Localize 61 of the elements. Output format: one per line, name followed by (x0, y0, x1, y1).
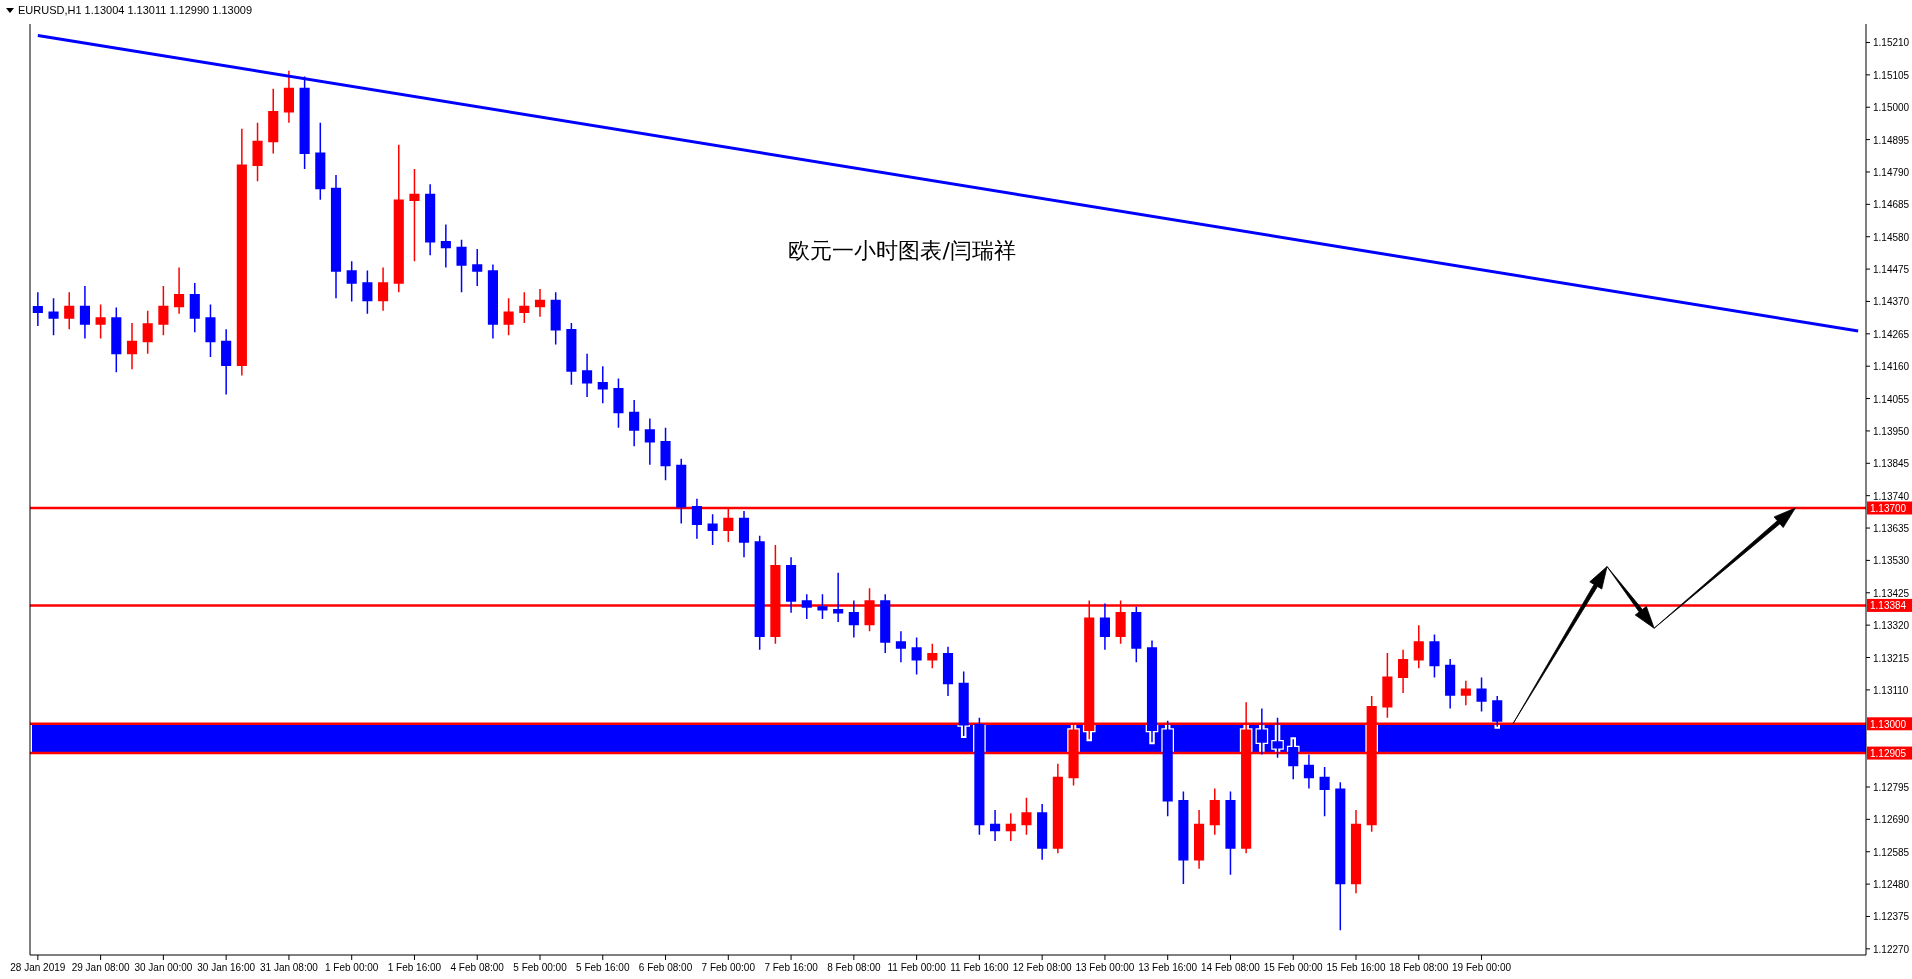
x-tick-label: 14 Feb 08:00 (1200, 962, 1261, 973)
x-tick-label: 8 Feb 08:00 (827, 962, 881, 973)
y-tick-label: 1.12585 (1873, 846, 1910, 858)
y-tick-label: 1.13740 (1873, 490, 1910, 502)
x-tick-label: 28 Jan 2019 (10, 962, 66, 973)
y-tick-label: 1.14370 (1873, 296, 1910, 308)
y-tick-label: 1.14685 (1873, 199, 1910, 211)
x-tick-label: 18 Feb 08:00 (1389, 962, 1449, 973)
ref-line-label: 1.13384 (1870, 600, 1907, 612)
y-tick-label: 1.13845 (1873, 458, 1910, 470)
y-tick-label: 1.15000 (1873, 102, 1910, 114)
y-tick-label: 1.14475 (1873, 264, 1910, 276)
ref-line-label: 1.12905 (1870, 748, 1907, 760)
text: EURUSD,H1 1.13004 1.13011 1.12990 1.13009 (18, 4, 253, 16)
y-tick-label: 1.14160 (1873, 361, 1910, 373)
x-tick-label: 15 Feb 00:00 (1263, 962, 1324, 973)
x-tick-label: 11 Feb 16:00 (950, 962, 1009, 973)
y-tick-label: 1.13425 (1873, 587, 1910, 599)
y-tick-label: 1.13320 (1873, 620, 1910, 632)
x-tick-label: 19 Feb 00:00 (1452, 962, 1512, 973)
y-tick-label: 1.15210 (1873, 37, 1910, 49)
y-tick-label: 1.12480 (1873, 879, 1910, 891)
ref-label: 1.13700 (1867, 501, 1912, 515)
x-tick-label: 5 Feb 16:00 (576, 962, 630, 973)
text: 欧元一小时图表/闫瑞祥 (788, 238, 1016, 264)
y-tick-label: 1.14895 (1873, 134, 1910, 146)
x-tick-label: 4 Feb 08:00 (450, 962, 505, 973)
y-tick-label: 1.12690 (1873, 814, 1910, 826)
ref-line-label: 1.13700 (1870, 503, 1907, 514)
x-tick-label: 30 Jan 00:00 (134, 962, 193, 973)
x-tick-label: 7 Feb 16:00 (764, 962, 819, 973)
y-tick-label: 1.12795 (1873, 781, 1910, 793)
x-tick-label: 30 Jan 16:00 (197, 962, 256, 973)
y-tick-label: 1.13530 (1873, 555, 1910, 567)
y-tick-label: 1.14580 (1873, 231, 1910, 243)
x-tick-label: 7 Feb 00:00 (701, 962, 756, 973)
y-tick-label: 1.14265 (1873, 328, 1910, 340)
y-tick-label: 1.13215 (1873, 652, 1910, 664)
x-tick-label: 31 Jan 08:00 (260, 962, 319, 973)
x-tick-label: 5 Feb 00:00 (513, 962, 568, 973)
y-tick-label: 1.14055 (1873, 393, 1910, 405)
x-tick-label: 1 Feb 00:00 (325, 962, 379, 973)
x-tick-label: 15 Feb 16:00 (1326, 962, 1386, 973)
y-tick-label: 1.13110 (1873, 684, 1909, 696)
ref-label: 1.13384 (1867, 598, 1912, 612)
x-tick-label: 12 Feb 08:00 (1012, 962, 1073, 973)
y-tick-label: 1.13950 (1873, 425, 1910, 437)
y-tick-label: 1.15105 (1873, 69, 1910, 81)
x-tick-label: 13 Feb 00:00 (1075, 962, 1135, 973)
y-tick-label: 1.14790 (1873, 166, 1910, 178)
y-tick-label: 1.13635 (1873, 523, 1910, 535)
y-tick-label: 1.12375 (1873, 911, 1910, 923)
ref-label: 1.12905 (1867, 746, 1912, 760)
x-tick-label: 1 Feb 16:00 (387, 962, 442, 973)
x-tick-label: 6 Feb 08:00 (638, 962, 693, 973)
x-tick-label: 13 Feb 16:00 (1138, 962, 1198, 973)
x-tick-label: 29 Jan 08:00 (71, 962, 130, 973)
ref-line-label: 1.13000 (1870, 718, 1907, 730)
x-tick-label: 11 Feb 00:00 (887, 962, 947, 973)
y-tick-label: 1.12270 (1873, 943, 1910, 955)
ref-label: 1.13000 (1867, 717, 1912, 731)
